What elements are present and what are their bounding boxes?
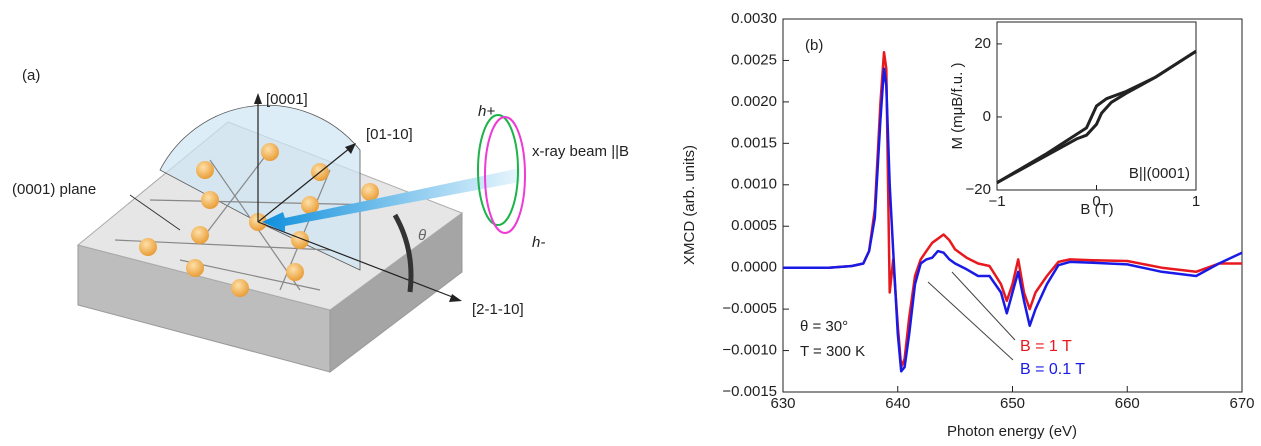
- y-tick-label: 0.0030: [731, 10, 777, 27]
- axis-label: [2-1-10]: [472, 301, 524, 318]
- x-axis-label: Photon energy (eV): [947, 423, 1077, 440]
- y-tick-label: −0.0005: [722, 300, 777, 317]
- x-tick-label: 650: [1000, 395, 1025, 412]
- crystal-diagram: (a) [0001] [01-10] [2-1-10] (0001) plane…: [12, 67, 629, 374]
- panel-label: (b): [805, 37, 823, 54]
- beam-label: x-ray beam ||B: [532, 143, 629, 160]
- helicity-label: h-: [532, 234, 545, 251]
- inset-y-label: M (mμB/f.u. ): [949, 63, 966, 150]
- y-tick-label: 0.0025: [731, 51, 777, 68]
- annotation: T = 300 K: [800, 343, 865, 360]
- data-line: [783, 67, 1243, 373]
- y-tick-label: 0.0010: [731, 176, 777, 193]
- leader-line: [927, 281, 1014, 361]
- leader-line: [951, 271, 1016, 341]
- data-line: [996, 49, 1197, 185]
- x-tick-label: 1: [1192, 193, 1200, 210]
- x-tick-label: 640: [885, 395, 910, 412]
- y-tick-label: 0.0020: [731, 93, 777, 110]
- axis-label: [01-10]: [366, 126, 413, 143]
- legend-label: B = 0.1 T: [1020, 361, 1085, 378]
- x-tick-label: −1: [988, 193, 1005, 210]
- x-tick-label: 630: [770, 395, 795, 412]
- y-tick-label: 0: [983, 108, 991, 125]
- x-tick-label: 660: [1115, 395, 1140, 412]
- y-tick-label: 0.0015: [731, 134, 777, 151]
- helicity-label: h+: [478, 103, 495, 120]
- x-tick-label: 670: [1229, 395, 1254, 412]
- axis-label: [0001]: [266, 91, 308, 108]
- y-tick-label: 0.0000: [731, 259, 777, 276]
- inset-x-label: B (T): [1080, 201, 1113, 218]
- angle-label: θ: [418, 227, 426, 244]
- y-tick-label: 0.0005: [731, 217, 777, 234]
- inset-annotation: B||(0001): [1129, 165, 1190, 182]
- legend-label: B = 1 T: [1020, 338, 1072, 355]
- y-tick-label: −0.0015: [722, 383, 777, 400]
- panel-label: (a): [22, 67, 40, 84]
- annotation: θ = 30°: [800, 318, 848, 335]
- y-tick-label: −0.0010: [722, 342, 777, 359]
- y-tick-label: −20: [966, 181, 991, 198]
- y-axis-label: XMCD (arb. units): [681, 145, 698, 265]
- x-tick-label: 0: [1092, 193, 1100, 210]
- y-tick-label: 20: [974, 35, 991, 52]
- plane-label: (0001) plane: [12, 181, 96, 198]
